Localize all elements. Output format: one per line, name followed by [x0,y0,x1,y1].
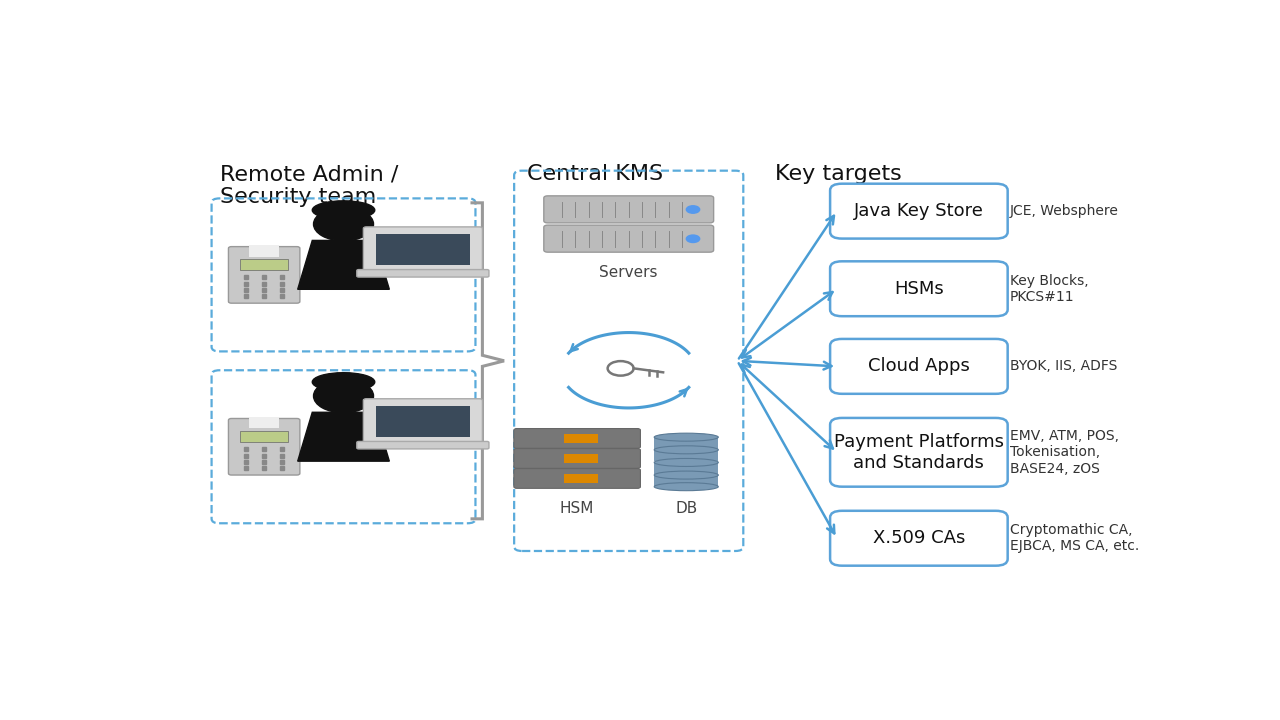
Circle shape [314,207,374,241]
FancyBboxPatch shape [831,339,1007,394]
Text: Cloud Apps: Cloud Apps [868,357,970,375]
FancyBboxPatch shape [544,196,714,223]
Bar [241,431,288,442]
Ellipse shape [312,201,375,220]
Text: Key targets: Key targets [776,164,902,184]
Bar [376,234,470,266]
Bar [654,437,718,449]
Bar [654,462,718,474]
Polygon shape [298,413,389,462]
Text: Payment Platforms
and Standards: Payment Platforms and Standards [833,433,1004,472]
Text: Servers: Servers [599,265,658,280]
Polygon shape [298,240,389,289]
Text: Remote Admin /
Security team: Remote Admin / Security team [220,164,398,207]
Circle shape [686,206,700,213]
Bar [250,245,279,256]
Text: Key Blocks,
PKCS#11: Key Blocks, PKCS#11 [1010,274,1088,304]
FancyBboxPatch shape [831,261,1007,316]
Bar [250,417,279,428]
Bar [241,259,288,270]
Bar [654,475,718,487]
FancyBboxPatch shape [831,184,1007,238]
Text: Java Key Store: Java Key Store [854,202,984,220]
Text: EMV, ATM, POS,
Tokenisation,
BASE24, zOS: EMV, ATM, POS, Tokenisation, BASE24, zOS [1010,429,1119,475]
FancyBboxPatch shape [357,269,489,277]
Ellipse shape [654,433,718,441]
Ellipse shape [654,446,718,454]
Text: X.509 CAs: X.509 CAs [873,529,965,547]
FancyBboxPatch shape [364,227,483,272]
Bar [564,474,598,483]
Bar [654,450,718,462]
FancyBboxPatch shape [364,399,483,444]
Text: Cryptomathic CA,
EJBCA, MS CA, etc.: Cryptomathic CA, EJBCA, MS CA, etc. [1010,523,1139,554]
FancyBboxPatch shape [228,247,300,303]
Text: HSMs: HSMs [893,280,943,298]
Text: JCE, Websphere: JCE, Websphere [1010,204,1119,218]
Ellipse shape [654,459,718,467]
FancyBboxPatch shape [228,418,300,475]
FancyBboxPatch shape [544,225,714,252]
Bar [564,434,598,443]
FancyBboxPatch shape [513,449,640,468]
Text: HSM: HSM [559,500,594,516]
Text: DB: DB [675,500,698,516]
Circle shape [314,379,374,413]
FancyBboxPatch shape [831,418,1007,487]
FancyBboxPatch shape [357,441,489,449]
Text: Central KMS: Central KMS [527,164,663,184]
Text: BYOK, IIS, ADFS: BYOK, IIS, ADFS [1010,359,1117,374]
Bar [376,405,470,437]
Ellipse shape [654,482,718,490]
FancyBboxPatch shape [831,510,1007,566]
FancyBboxPatch shape [513,428,640,449]
Ellipse shape [654,471,718,479]
Ellipse shape [312,373,375,392]
Bar [564,454,598,463]
FancyBboxPatch shape [513,469,640,488]
Circle shape [686,235,700,243]
